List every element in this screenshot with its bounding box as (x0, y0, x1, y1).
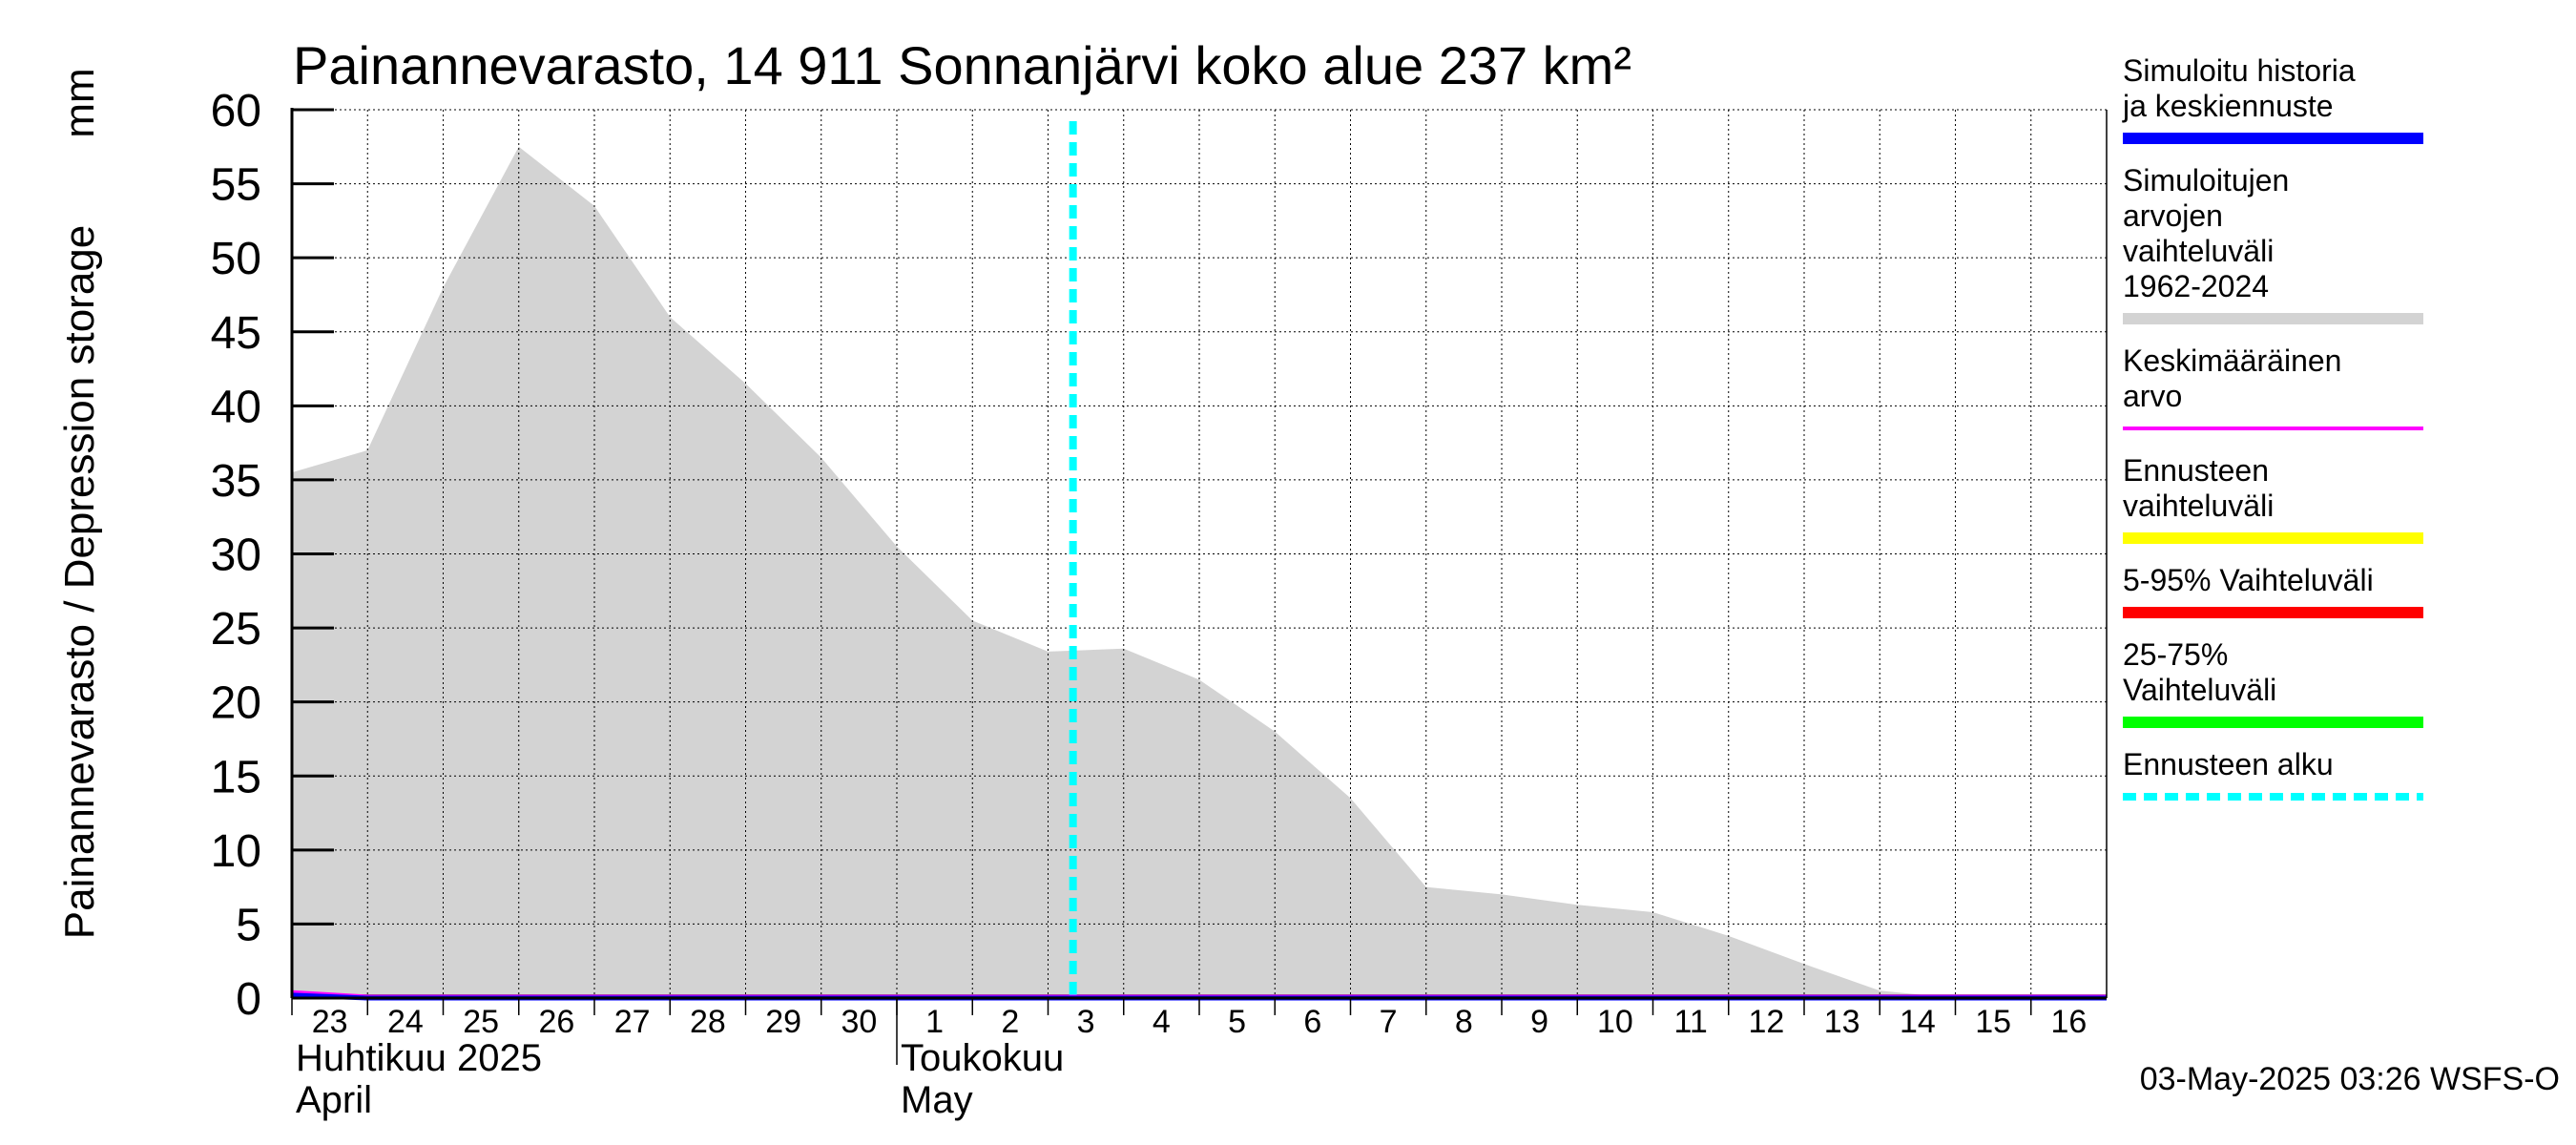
y-tick-label: 20 (211, 678, 261, 729)
legend-label: 25-75% (2123, 637, 2228, 672)
y-tick-label: 55 (211, 160, 261, 211)
x-tick-label: 10 (1597, 1004, 1633, 1040)
x-tick-label: 27 (614, 1004, 651, 1040)
band-layer (292, 146, 2107, 998)
x-tick-label: 3 (1077, 1004, 1095, 1040)
x-tick-label: 24 (387, 1004, 424, 1040)
y-tick-label: 5 (236, 900, 261, 950)
x-tick-labels: 23 24 25 26 27 28 29 30 1 2 3 4 5 6 7 8 9 10 11 12 13 14 15 16 (312, 1004, 2088, 1040)
grid-layer (292, 109, 2107, 998)
range-band (292, 146, 2107, 998)
x-tick-label: 30 (841, 1004, 877, 1040)
legend-label: Simuloitu historia (2123, 53, 2356, 88)
month-label-en: April (296, 1079, 372, 1121)
legend-label: vaihteluväli (2123, 234, 2274, 268)
y-tick-label: 25 (211, 604, 261, 655)
legend-label: Ennusteen (2123, 453, 2269, 488)
x-tick-label: 11 (1673, 1004, 1707, 1040)
legend-label: 1962-2024 (2123, 269, 2269, 303)
month-label-en: May (901, 1079, 973, 1121)
x-tick-label: 23 (312, 1004, 348, 1040)
x-tick-label: 28 (690, 1004, 726, 1040)
y-tick-label: 10 (211, 826, 261, 877)
x-tick-label: 9 (1530, 1004, 1548, 1040)
legend-label: arvo (2123, 379, 2182, 413)
y-tick-label: 60 (211, 86, 261, 136)
legend-label: Simuloitujen (2123, 163, 2289, 198)
y-axis-unit: mm (56, 68, 103, 137)
x-tick-label: 6 (1303, 1004, 1321, 1040)
month-label-fi: Huhtikuu 2025 (296, 1037, 542, 1079)
x-tick-label: 16 (2050, 1004, 2087, 1040)
y-axis-label: Painannevarasto / Depression storage (56, 225, 103, 939)
legend-label: 5-95% Vaihteluväli (2123, 563, 2374, 597)
legend-label: arvojen (2123, 198, 2223, 233)
x-tick-label: 29 (765, 1004, 801, 1040)
x-tick-label: 14 (1900, 1004, 1936, 1040)
y-tick-label: 0 (236, 974, 261, 1025)
x-tick-label: 4 (1153, 1004, 1171, 1040)
x-tick-label: 13 (1824, 1004, 1860, 1040)
timestamp-footer: 03-May-2025 03:26 WSFS-O (2140, 1061, 2560, 1097)
legend-label: Ennusteen alku (2123, 747, 2334, 781)
legend-label: vaihteluväli (2123, 489, 2274, 523)
x-tick-label: 26 (538, 1004, 574, 1040)
x-tick-label: 25 (463, 1004, 499, 1040)
y-tick-label: 45 (211, 308, 261, 359)
x-tick-label: 5 (1228, 1004, 1246, 1040)
y-tick-label: 35 (211, 456, 261, 507)
legend-label: ja keskiennuste (2122, 89, 2334, 123)
x-tick-label: 1 (925, 1004, 944, 1040)
axes-layer (290, 108, 2108, 1065)
y-tick-label: 40 (211, 382, 261, 432)
legend-label: Vaihteluväli (2123, 673, 2276, 707)
y-tick-labels: 0 5 10 15 20 25 30 35 40 45 50 55 60 (211, 86, 261, 1025)
x-tick-label: 2 (1001, 1004, 1019, 1040)
x-tick-label: 7 (1380, 1004, 1398, 1040)
x-tick-label: 15 (1975, 1004, 2011, 1040)
month-label-fi: Toukokuu (901, 1037, 1064, 1079)
y-tick-label: 15 (211, 752, 261, 802)
x-tick-label: 8 (1455, 1004, 1473, 1040)
x-tick-label: 12 (1748, 1004, 1784, 1040)
legend-label: Keskimääräinen (2123, 344, 2341, 378)
y-tick-label: 30 (211, 531, 261, 581)
chart-title: Painannevarasto, 14 911 Sonnanjärvi koko… (293, 35, 1631, 95)
y-tick-label: 50 (211, 234, 261, 284)
